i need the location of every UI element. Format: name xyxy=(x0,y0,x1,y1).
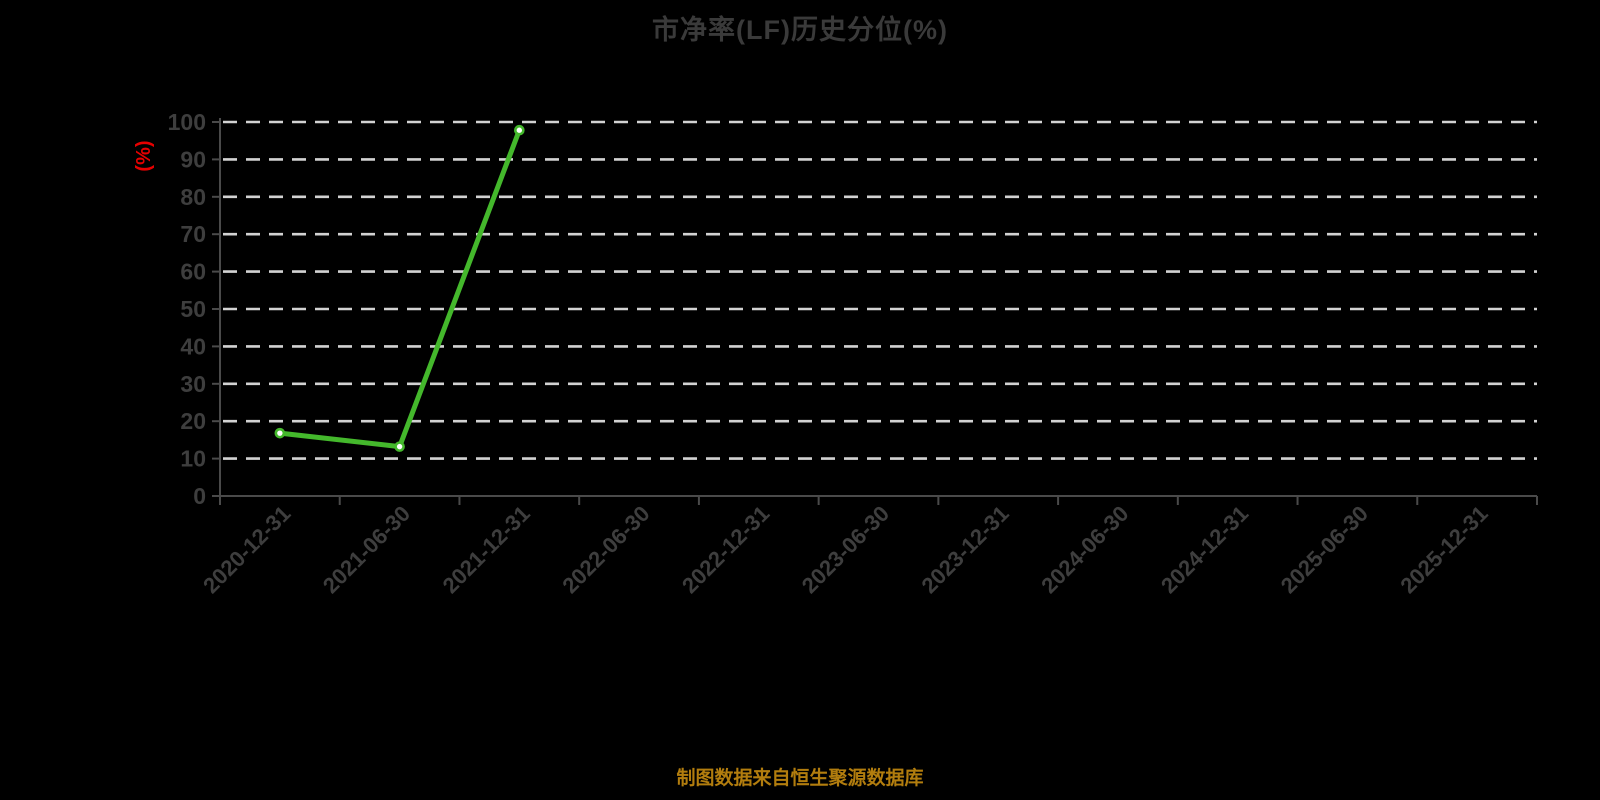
x-axis-tick-label: 2020-12-31 xyxy=(198,501,295,598)
y-axis-tick-label: 100 xyxy=(168,109,206,135)
x-axis-tick-label: 2021-06-30 xyxy=(318,501,415,598)
x-axis-tick-label: 2023-12-31 xyxy=(917,501,1014,598)
x-axis-tick-label: 2022-06-30 xyxy=(557,501,654,598)
data-point-marker xyxy=(274,427,286,439)
x-axis-tick-label: 2024-06-30 xyxy=(1036,501,1133,598)
x-axis-tick-label: 2025-12-31 xyxy=(1395,501,1492,598)
data-line xyxy=(277,127,522,450)
data-point-marker xyxy=(514,124,525,136)
data-source-note: 制图数据来自恒生聚源数据库 xyxy=(676,768,924,789)
y-axis-tick-label: 40 xyxy=(180,333,206,359)
x-axis-tick-label: 2023-06-30 xyxy=(797,501,894,598)
y-axis-tick-label: 0 xyxy=(193,483,206,509)
y-axis-tick-label: 70 xyxy=(180,221,206,247)
y-axis-tick-label: 50 xyxy=(180,296,206,322)
chart-title: 市净率(LF)历史分位(%) xyxy=(652,15,948,45)
y-axis-tick-label: 80 xyxy=(180,184,206,210)
x-axis-tick-label: 2021-12-31 xyxy=(438,501,535,598)
y-axis-tick-label: 10 xyxy=(180,446,206,472)
y-axis-unit-label: (%) xyxy=(133,140,155,171)
y-axis-tick-label: 60 xyxy=(180,259,206,285)
x-axis-tick-label: 2025-06-30 xyxy=(1276,501,1373,598)
y-axis-tick-label: 90 xyxy=(180,146,206,172)
data-point-marker xyxy=(394,441,405,452)
x-axis-tick-label: 2024-12-31 xyxy=(1156,501,1253,598)
y-axis-tick-label: 30 xyxy=(180,371,206,397)
y-axis-tick-label: 20 xyxy=(180,408,206,434)
x-axis-tick-label: 2022-12-31 xyxy=(677,501,774,598)
